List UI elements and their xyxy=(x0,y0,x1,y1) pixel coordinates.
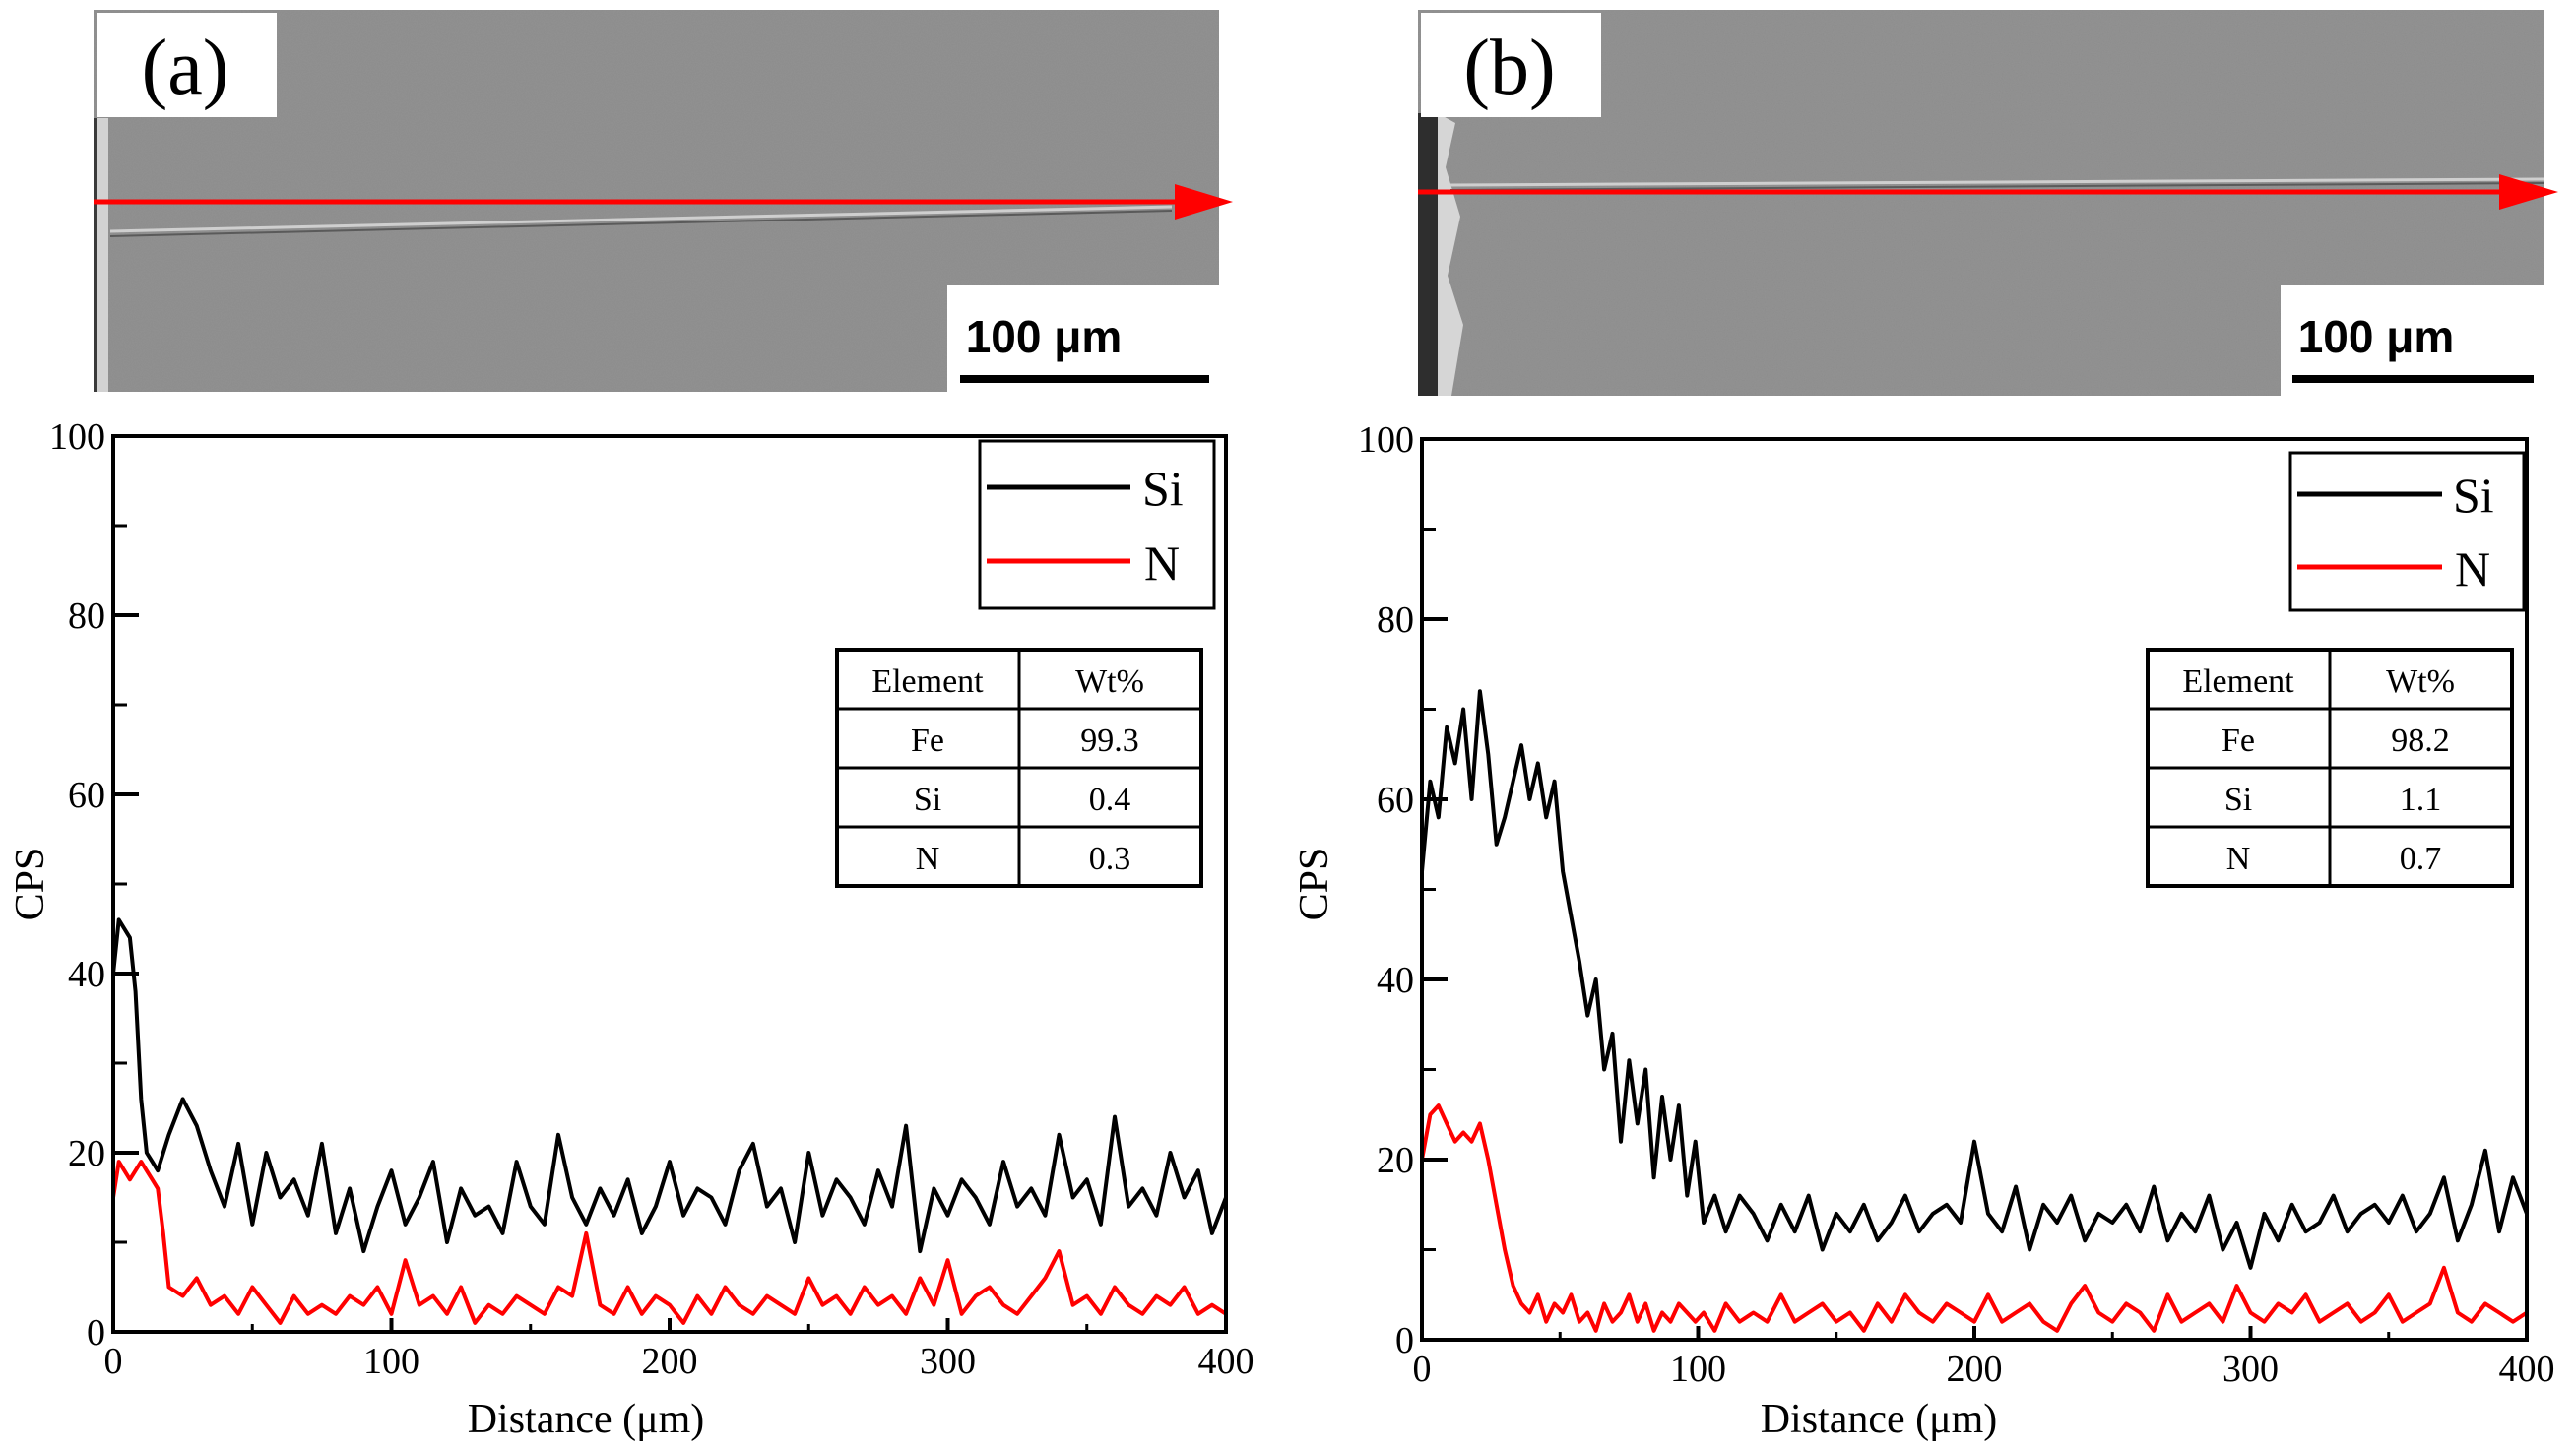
table-cell: 99.3 xyxy=(1080,723,1139,759)
y-tick-label: 100 xyxy=(49,416,105,458)
x-tick-label: 400 xyxy=(1198,1341,1255,1382)
tick-group: 0 100 200 300 400 0 20 40 60 80 100 xyxy=(1358,419,2555,1390)
table-header-element: Element xyxy=(2182,663,2294,700)
series-group xyxy=(1420,689,2529,1333)
x-tick-label: 0 xyxy=(1413,1349,1432,1390)
sem-image: (b) 100 μm xyxy=(1418,10,2558,396)
panel-b-svg: (b) 100 μm 0 100 200 300 400 0 20 40 60 80 100 Dis… xyxy=(1292,10,2558,1442)
inset-table: Element Wt% Fe 98.2 Si 1.1 N 0.7 xyxy=(2146,648,2514,888)
panel-a: (a) 100 μm 0 100 200 300 400 0 20 40 60 80 100 Dis… xyxy=(8,10,1255,1442)
x-tick-label: 300 xyxy=(920,1341,976,1382)
series-si-line xyxy=(111,917,1228,1254)
legend: Si N xyxy=(978,439,1216,610)
scale-bar-label: 100 μm xyxy=(2298,311,2455,362)
sem-sample-edge xyxy=(1438,113,1463,396)
y-tick-label: 0 xyxy=(87,1312,105,1354)
x-tick-label: 400 xyxy=(2499,1349,2555,1390)
series-n-line xyxy=(111,1160,1228,1325)
y-tick-label: 20 xyxy=(1377,1140,1414,1181)
legend-label-si: Si xyxy=(2453,468,2494,523)
table-header-element: Element xyxy=(871,663,984,700)
series-n-line xyxy=(1420,1103,2529,1333)
legend-box xyxy=(978,439,1216,610)
y-tick-label: 60 xyxy=(1377,780,1414,821)
sem-scan-trace xyxy=(109,205,1173,233)
table-cell: N xyxy=(2226,841,2251,877)
x-axis-label: Distance (μm) xyxy=(468,1397,705,1442)
scale-bar-box xyxy=(947,285,1219,392)
table-header-wt: Wt% xyxy=(2386,663,2455,700)
table-header-wt: Wt% xyxy=(1075,663,1144,700)
sem-scan-trace xyxy=(1449,177,2544,187)
table-cell: 98.2 xyxy=(2391,723,2450,759)
scan-arrow-head xyxy=(1175,184,1233,220)
table-cell: Si xyxy=(914,782,941,818)
table-cell: 0.7 xyxy=(2400,841,2442,877)
x-tick-label: 200 xyxy=(642,1341,698,1382)
scale-bar-label: 100 μm xyxy=(966,311,1123,362)
panel-b: (b) 100 μm 0 100 200 300 400 0 20 40 60 80 100 Dis… xyxy=(1288,0,2576,1450)
y-tick-label: 80 xyxy=(68,596,105,637)
series-si-line xyxy=(1420,689,2529,1270)
legend-label-n: N xyxy=(2455,541,2490,597)
sem-sample-edge-shadow xyxy=(1418,113,1438,396)
x-tick-label: 100 xyxy=(363,1341,419,1382)
table-cell: Fe xyxy=(911,723,944,759)
x-tick-label: 300 xyxy=(2222,1349,2279,1390)
x-tick-label: 0 xyxy=(104,1341,123,1382)
x-tick-label: 200 xyxy=(1947,1349,2003,1390)
legend-box xyxy=(2288,451,2526,612)
panel-label-box xyxy=(1421,13,1601,117)
table-cell: Si xyxy=(2224,782,2252,818)
scan-arrow-head xyxy=(2499,174,2558,210)
x-axis-label: Distance (μm) xyxy=(1761,1397,1998,1442)
legend-label-n: N xyxy=(1144,536,1180,591)
sem-image: (a) 100 μm xyxy=(94,10,1233,392)
inset-table: Element Wt% Fe 99.3 Si 0.4 N 0.3 xyxy=(835,648,1203,888)
legend: Si N xyxy=(2288,451,2526,612)
sem-scan-trace-shadow xyxy=(109,210,1173,237)
y-tick-label: 100 xyxy=(1358,419,1414,461)
y-tick-label: 20 xyxy=(68,1133,105,1174)
series-group xyxy=(111,917,1228,1325)
sem-sample-edge-shadow xyxy=(94,118,97,392)
legend-label-si: Si xyxy=(1142,461,1184,516)
y-tick-label: 80 xyxy=(1377,599,1414,641)
panel-label-box xyxy=(97,13,277,117)
y-tick-label: 60 xyxy=(68,775,105,816)
table-cell: 0.4 xyxy=(1089,782,1131,818)
panel-label: (b) xyxy=(1463,25,1555,111)
y-tick-label: 0 xyxy=(1395,1320,1414,1361)
table-cell: 1.1 xyxy=(2400,782,2442,818)
sem-scan-trace-shadow xyxy=(1449,182,2544,191)
table-cell: N xyxy=(916,841,940,877)
table-cell: 0.3 xyxy=(1089,841,1131,877)
table-cell: Fe xyxy=(2222,723,2255,759)
panel-label: (a) xyxy=(142,25,229,111)
y-tick-label: 40 xyxy=(1377,960,1414,1001)
x-tick-label: 100 xyxy=(1670,1349,1726,1390)
y-axis-label: CPS xyxy=(1292,848,1337,921)
panel-a-svg: (a) 100 μm 0 100 200 300 400 0 20 40 60 80 100 Dis… xyxy=(8,10,1255,1442)
tick-group: 0 100 200 300 400 0 20 40 60 80 100 xyxy=(49,416,1255,1382)
y-axis-label: CPS xyxy=(8,848,53,921)
y-tick-label: 40 xyxy=(68,954,105,995)
